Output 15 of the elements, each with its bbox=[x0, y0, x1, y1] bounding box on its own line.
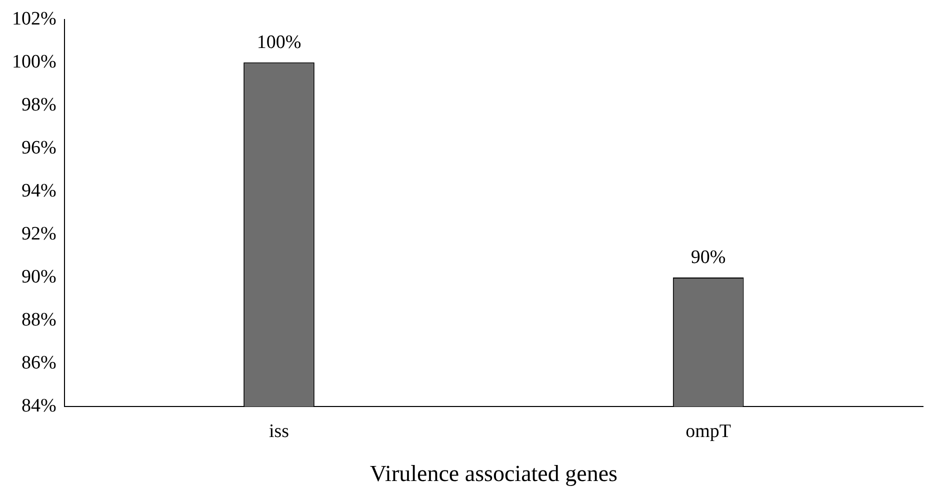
x-tick-label: iss bbox=[268, 420, 290, 442]
y-tick-label: 84% bbox=[22, 396, 56, 417]
y-tick-label: 86% bbox=[22, 352, 56, 374]
x-tick-label: ompT bbox=[686, 420, 732, 442]
y-tick-label: 98% bbox=[22, 94, 56, 116]
y-tick-label: 88% bbox=[22, 310, 56, 331]
y-tick-label: 92% bbox=[22, 223, 56, 244]
data-label: 90% bbox=[690, 247, 726, 268]
x-axis-title: Virulence associated genes bbox=[370, 461, 618, 486]
y-tick-label: 102% bbox=[12, 8, 56, 30]
data-label: 100% bbox=[256, 32, 302, 53]
y-tick-label: 90% bbox=[22, 266, 56, 288]
y-tick-label: 100% bbox=[12, 51, 56, 72]
y-tick-label: 96% bbox=[22, 137, 56, 158]
y-tick-label: 94% bbox=[22, 180, 56, 202]
